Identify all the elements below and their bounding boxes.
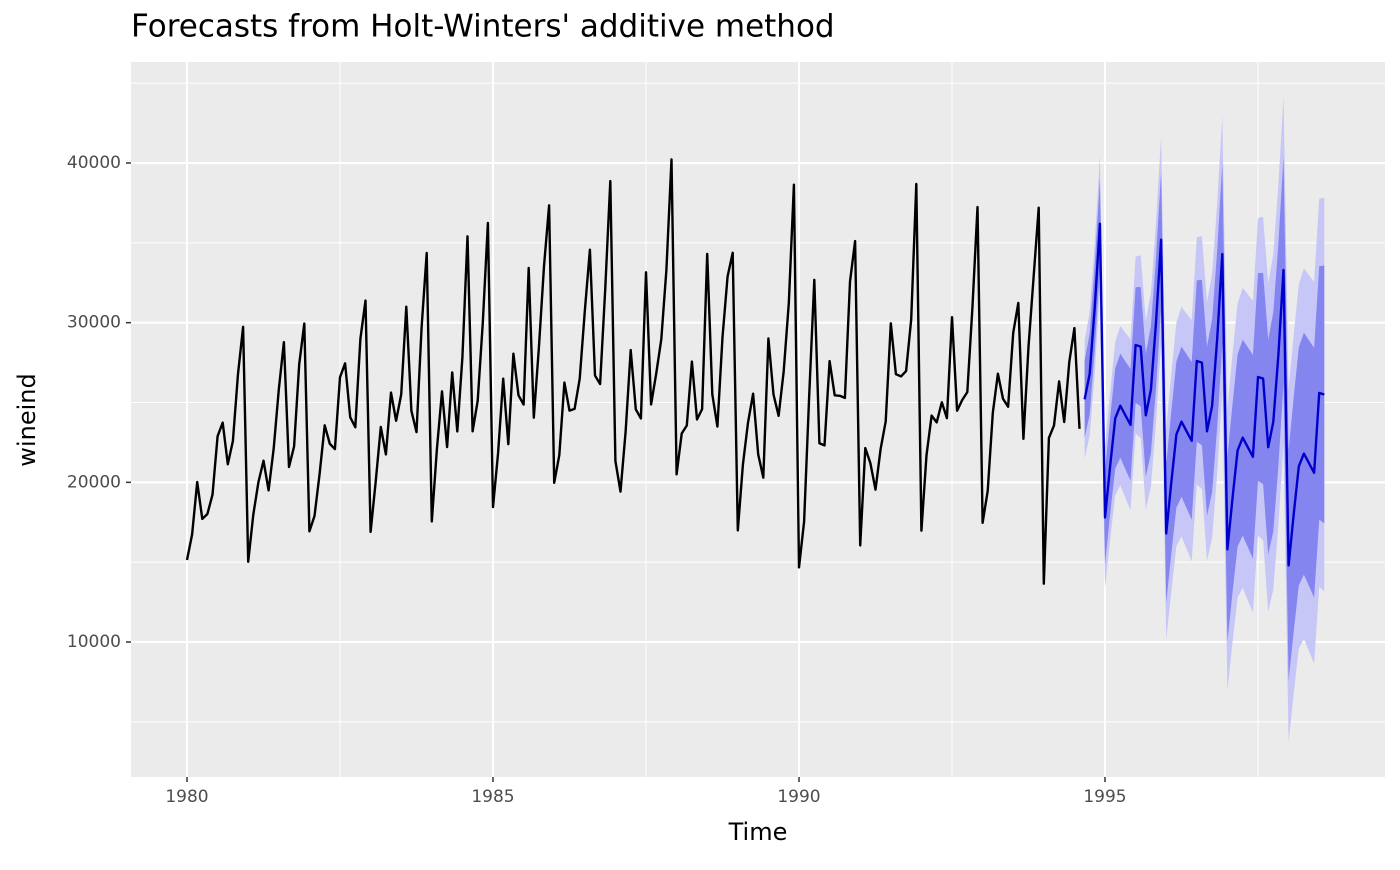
y-tick-label: 10000: [67, 632, 121, 652]
series-line: [185, 158, 1081, 585]
forecast-line: [1083, 222, 1325, 567]
chart-title: Forecasts from Holt-Winters' additive me…: [131, 9, 835, 45]
x-tick-label: 1985: [471, 787, 514, 807]
x-tick-label: 1990: [777, 787, 820, 807]
y-tick-label: 40000: [67, 153, 121, 173]
x-axis-title: Time: [728, 818, 788, 846]
y-tick-label: 30000: [67, 313, 121, 333]
x-tick-label: 1980: [165, 787, 208, 807]
y-tick-label: 20000: [67, 472, 121, 492]
y-axis-title: wineind: [13, 373, 41, 466]
interval-80: [1084, 156, 1325, 681]
x-tick-label: 1995: [1083, 787, 1126, 807]
